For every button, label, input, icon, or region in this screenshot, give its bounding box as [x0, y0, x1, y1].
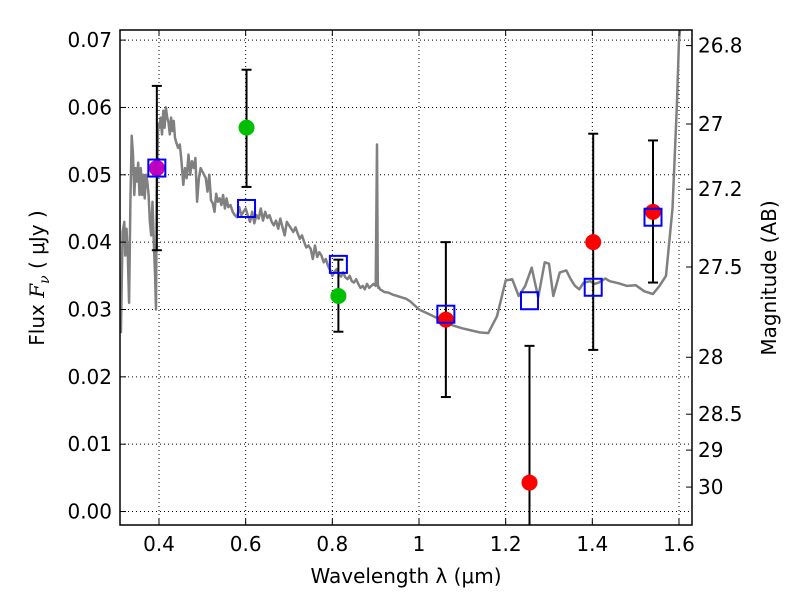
- errorbar-series: [151, 68, 658, 525]
- y-axis-label-symbol: F: [25, 283, 49, 299]
- x-tick-label: 1.4: [576, 532, 608, 556]
- y-tick-label: 0.06: [67, 95, 112, 119]
- model-square: [436, 304, 456, 324]
- photometry-series: [148, 119, 661, 491]
- y-axis-label-prefix: Flux: [25, 298, 49, 346]
- y-tick-label: 0.07: [67, 28, 112, 52]
- x-tick-label: 0.6: [230, 532, 262, 556]
- spectrum-series: [120, 30, 682, 335]
- y-tick-label: 0.04: [67, 230, 112, 254]
- model-square: [147, 158, 167, 178]
- data-point: [148, 160, 165, 177]
- y-tick-label: 0.00: [67, 500, 112, 524]
- model-square: [643, 207, 663, 227]
- y-tick-label: 0.05: [67, 163, 112, 187]
- x-axis-label: Wavelength λ (μm): [310, 564, 501, 588]
- data-point: [437, 311, 454, 328]
- y-tick-label: 0.03: [67, 297, 112, 321]
- y2-tick-label: 26.8: [698, 34, 743, 58]
- y2-axis-label: Magnitude (AB): [757, 200, 781, 355]
- y2-tick-label: 27.2: [698, 177, 743, 201]
- y2-tick-label: 28.5: [698, 402, 743, 426]
- plot-frame: [119, 29, 693, 526]
- model-photometry-series: [147, 158, 663, 324]
- model-square: [583, 277, 603, 297]
- model-square: [520, 291, 539, 311]
- y2-tick-label: 27.5: [698, 255, 743, 279]
- data-point: [521, 474, 538, 491]
- y2-tick-label: 29: [698, 438, 723, 462]
- x-tick-label: 1.6: [663, 532, 695, 556]
- y2-tick-label: 30: [698, 475, 723, 499]
- model-square: [328, 254, 348, 274]
- data-point: [585, 234, 602, 251]
- y-axis-ticks: 0.00 0.01 0.02 0.03 0.04 0.05 0.06 0.07: [67, 28, 126, 524]
- x-tick-label: 0.4: [143, 532, 175, 556]
- y-axis-label-unit: ( μJy ): [25, 210, 49, 275]
- data-point: [238, 119, 255, 136]
- data-point: [645, 203, 661, 220]
- x-axis-ticks: 0.4 0.6 0.8 1 1.2 1.4 1.6: [143, 30, 695, 556]
- x-tick-label: 0.8: [316, 532, 348, 556]
- spectrum-line: [120, 30, 682, 335]
- grid: [120, 30, 692, 525]
- y-tick-label: 0.01: [67, 432, 112, 456]
- y-axis-label: Flux Fν ( μJy ): [25, 210, 53, 345]
- y2-tick-label: 27: [698, 112, 723, 136]
- y2-tick-label: 28: [698, 345, 723, 369]
- data-point: [330, 288, 347, 305]
- x-tick-label: 1.2: [490, 532, 522, 556]
- y-tick-label: 0.02: [67, 365, 112, 389]
- y2-axis-ticks: 26.8 27 27.2 27.5 28 28.5 29 30: [686, 34, 743, 499]
- model-square: [237, 198, 257, 218]
- y-axis-label-subscript: ν: [37, 275, 53, 284]
- x-tick-label: 1: [413, 532, 426, 556]
